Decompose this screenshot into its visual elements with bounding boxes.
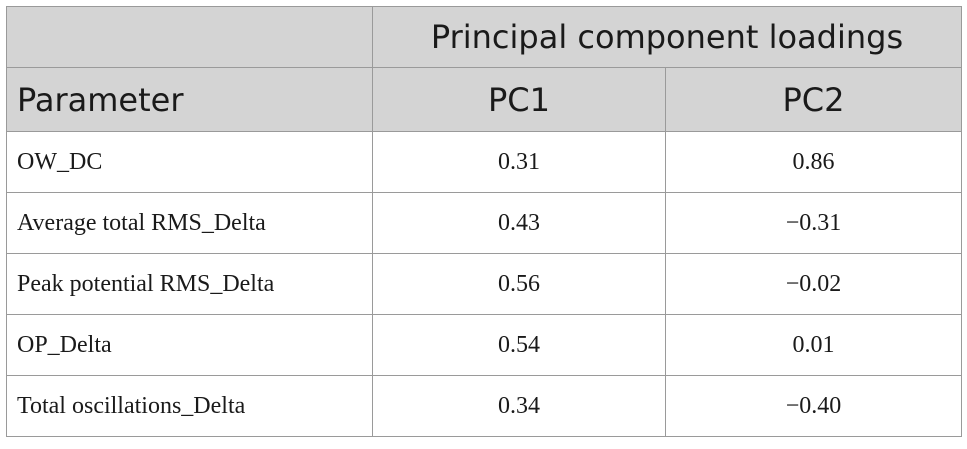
column-header-parameter: Parameter [6, 67, 373, 132]
pc2-cell: −0.40 [665, 375, 962, 437]
table-row: OP_Delta 0.54 0.01 [6, 314, 962, 376]
column-header-row: Parameter PC1 PC2 [6, 67, 962, 132]
pc2-cell: −0.02 [665, 253, 962, 315]
pc1-cell: 0.34 [372, 375, 666, 437]
pc1-cell: 0.54 [372, 314, 666, 376]
column-header-pc2: PC2 [665, 67, 962, 132]
parameter-cell: OW_DC [6, 131, 373, 193]
pc1-cell: 0.56 [372, 253, 666, 315]
pc1-cell: 0.43 [372, 192, 666, 254]
empty-corner-cell [6, 6, 373, 68]
column-header-pc1: PC1 [372, 67, 666, 132]
parameter-cell: Average total RMS_Delta [6, 192, 373, 254]
loadings-table: Principal component loadings Parameter P… [6, 6, 962, 437]
group-header-row: Principal component loadings [6, 6, 962, 68]
group-header: Principal component loadings [372, 6, 962, 68]
table-row: OW_DC 0.31 0.86 [6, 131, 962, 193]
pc2-cell: 0.01 [665, 314, 962, 376]
pc2-cell: 0.86 [665, 131, 962, 193]
parameter-cell: Peak potential RMS_Delta [6, 253, 373, 315]
pc2-cell: −0.31 [665, 192, 962, 254]
table-row: Peak potential RMS_Delta 0.56 −0.02 [6, 253, 962, 315]
parameter-cell: OP_Delta [6, 314, 373, 376]
table-row: Average total RMS_Delta 0.43 −0.31 [6, 192, 962, 254]
loadings-table-container: Principal component loadings Parameter P… [6, 6, 962, 443]
pc1-cell: 0.31 [372, 131, 666, 193]
table-row: Total oscillations_Delta 0.34 −0.40 [6, 375, 962, 437]
parameter-cell: Total oscillations_Delta [6, 375, 373, 437]
